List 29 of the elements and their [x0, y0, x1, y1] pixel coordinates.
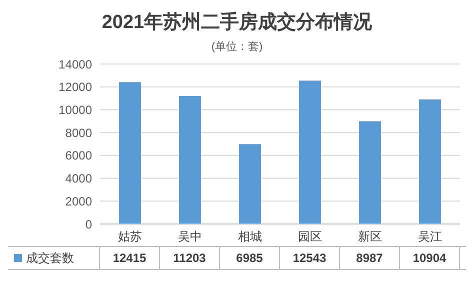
y-tick-label: 12000: [58, 80, 92, 94]
legend-label: 成交套数: [26, 250, 74, 267]
y-tick-label: 14000: [58, 57, 92, 72]
x-tick-label: 新区: [358, 230, 382, 244]
x-tick-label: 吴中: [178, 230, 202, 244]
bar: [299, 80, 321, 224]
bar: [239, 144, 261, 224]
chart-title: 2021年苏州二手房成交分布情况: [100, 10, 374, 35]
y-tick-label: 0: [85, 217, 92, 232]
data-label: 6985: [220, 247, 280, 269]
chart-subtitle: (单位：套): [210, 40, 264, 55]
bar: [359, 121, 381, 224]
y-tick-label: 10000: [58, 102, 92, 117]
y-tick-label: 2000: [65, 194, 92, 208]
data-label: 10904: [400, 247, 460, 269]
bar: [419, 99, 441, 224]
x-tick-label: 姑苏: [118, 230, 142, 244]
bar: [119, 82, 141, 224]
x-tick-label: 相城: [238, 230, 262, 244]
data-label: 12543: [280, 247, 340, 269]
data-label: 11203: [160, 247, 220, 269]
y-tick-label: 8000: [65, 126, 92, 140]
y-tick-label: 4000: [65, 172, 92, 186]
data-label: 8987: [340, 247, 400, 269]
x-tick-label: 园区: [298, 230, 322, 244]
y-tick-label: 6000: [65, 148, 92, 163]
data-label: 12415: [100, 247, 160, 269]
x-tick-label: 吴江: [418, 230, 442, 244]
bar: [179, 96, 201, 224]
